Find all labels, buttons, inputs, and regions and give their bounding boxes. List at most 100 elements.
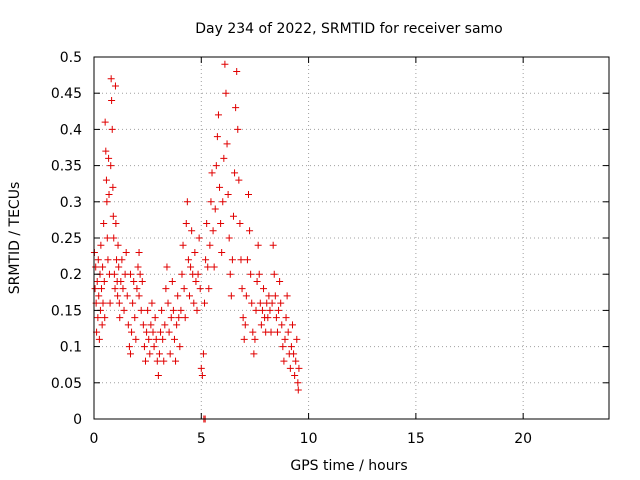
data-point bbox=[268, 299, 276, 307]
data-point bbox=[256, 299, 264, 307]
y-tick-label: 0.35 bbox=[51, 159, 82, 175]
data-point bbox=[92, 263, 100, 271]
data-point bbox=[202, 256, 210, 264]
data-point bbox=[170, 335, 178, 343]
data-point bbox=[260, 285, 268, 293]
data-point bbox=[159, 335, 167, 343]
data-point bbox=[133, 285, 141, 293]
y-tick-label: 0.3 bbox=[60, 195, 82, 211]
data-point bbox=[145, 335, 153, 343]
data-point bbox=[216, 183, 224, 191]
data-point bbox=[106, 299, 114, 307]
data-point bbox=[138, 277, 146, 285]
data-point bbox=[292, 357, 300, 365]
y-tick-label: 0.05 bbox=[51, 376, 82, 392]
data-point bbox=[246, 227, 254, 235]
data-point bbox=[105, 191, 113, 199]
data-point bbox=[149, 328, 157, 336]
data-point bbox=[134, 263, 142, 271]
data-point bbox=[266, 306, 274, 314]
data-point bbox=[164, 299, 172, 307]
data-point bbox=[257, 321, 265, 329]
data-point bbox=[210, 263, 218, 271]
data-point bbox=[281, 335, 289, 343]
data-point bbox=[103, 198, 111, 206]
data-point bbox=[101, 118, 109, 126]
data-point bbox=[218, 248, 226, 256]
data-point bbox=[214, 111, 222, 119]
data-point bbox=[182, 220, 190, 228]
data-point bbox=[111, 285, 119, 293]
data-point bbox=[229, 212, 237, 220]
data-point bbox=[163, 263, 171, 271]
data-point bbox=[100, 277, 108, 285]
data-point bbox=[131, 314, 139, 322]
data-point bbox=[99, 299, 107, 307]
data-point bbox=[144, 306, 152, 314]
data-point bbox=[111, 82, 119, 90]
y-tick-label: 0.1 bbox=[60, 340, 82, 356]
data-point bbox=[116, 314, 124, 322]
data-point bbox=[211, 205, 219, 213]
data-point bbox=[105, 154, 113, 162]
data-point bbox=[287, 343, 295, 351]
data-point bbox=[293, 335, 301, 343]
data-point bbox=[183, 198, 191, 206]
data-point bbox=[152, 335, 160, 343]
data-point bbox=[291, 372, 299, 380]
data-point bbox=[269, 241, 277, 249]
data-point bbox=[176, 343, 184, 351]
data-point bbox=[151, 314, 159, 322]
data-point bbox=[98, 321, 106, 329]
data-point bbox=[107, 75, 115, 83]
y-tick-label: 0.45 bbox=[51, 86, 82, 102]
data-point bbox=[128, 328, 136, 336]
data-point bbox=[166, 350, 174, 358]
data-point bbox=[213, 133, 221, 141]
data-point bbox=[146, 350, 154, 358]
data-point bbox=[278, 321, 286, 329]
data-point bbox=[140, 343, 148, 351]
y-tick-label: 0.5 bbox=[60, 50, 82, 66]
data-point bbox=[174, 292, 182, 300]
data-point bbox=[124, 321, 132, 329]
data-point bbox=[102, 176, 110, 184]
data-point bbox=[95, 335, 103, 343]
data-point bbox=[233, 67, 241, 75]
data-point bbox=[179, 241, 187, 249]
x-tick-labels: 0 5 10 15 20 bbox=[90, 431, 533, 447]
data-point bbox=[110, 234, 118, 242]
data-point bbox=[223, 140, 231, 148]
data-point bbox=[279, 343, 287, 351]
data-point bbox=[123, 292, 131, 300]
data-point bbox=[221, 60, 229, 68]
data-point bbox=[191, 248, 199, 256]
data-point bbox=[236, 220, 244, 228]
data-point bbox=[126, 350, 134, 358]
data-point bbox=[276, 277, 284, 285]
data-point bbox=[99, 263, 107, 271]
y-tick-labels: 0 0.05 0.1 0.15 0.2 0.25 0.3 0.35 0.4 0.45 0.5 bbox=[51, 50, 82, 428]
data-point bbox=[147, 321, 155, 329]
chart-title: Day 234 of 2022, SRMTID for receiver sam… bbox=[195, 21, 503, 37]
data-point bbox=[125, 343, 133, 351]
data-point bbox=[93, 277, 101, 285]
data-point bbox=[251, 335, 259, 343]
data-point bbox=[178, 270, 186, 278]
data-point bbox=[217, 220, 225, 228]
y-tick-label: 0.25 bbox=[51, 231, 82, 247]
data-point bbox=[209, 227, 217, 235]
data-point bbox=[188, 227, 196, 235]
data-point bbox=[158, 306, 166, 314]
data-point bbox=[204, 263, 212, 271]
plot-frame bbox=[93, 56, 610, 420]
data-point bbox=[112, 220, 120, 228]
data-point bbox=[117, 277, 125, 285]
data-point bbox=[241, 321, 249, 329]
data-point bbox=[110, 270, 118, 278]
data-point bbox=[205, 285, 213, 293]
data-point bbox=[239, 314, 247, 322]
data-point bbox=[228, 256, 236, 264]
data-point bbox=[148, 299, 156, 307]
